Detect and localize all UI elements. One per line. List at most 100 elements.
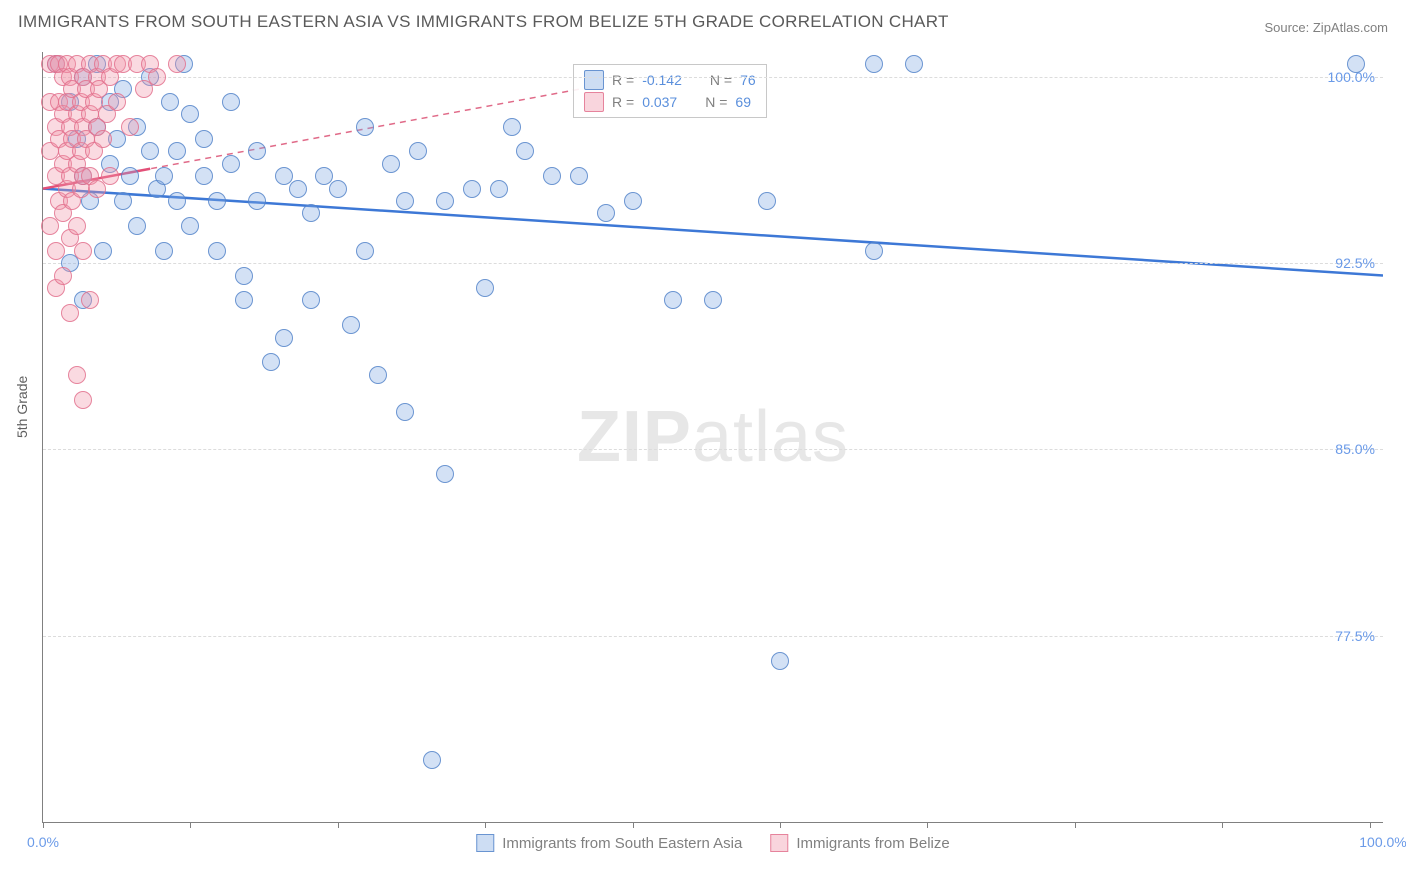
swatch-blue (476, 834, 494, 852)
data-point (516, 142, 534, 160)
data-point (168, 192, 186, 210)
swatch-pink (584, 92, 604, 112)
scatter-plot-area: ZIPatlas R = -0.142N = 76R = 0.037N = 69… (42, 52, 1383, 823)
data-point (161, 93, 179, 111)
x-min-label: 0.0% (27, 834, 59, 850)
data-point (128, 217, 146, 235)
data-point (181, 217, 199, 235)
data-point (148, 68, 166, 86)
data-point (222, 155, 240, 173)
data-point (74, 391, 92, 409)
data-point (168, 142, 186, 160)
data-point (68, 217, 86, 235)
x-tick (485, 822, 486, 828)
x-tick (633, 822, 634, 828)
data-point (289, 180, 307, 198)
data-point (195, 167, 213, 185)
data-point (222, 93, 240, 111)
data-point (369, 366, 387, 384)
legend-item-blue: Immigrants from South Eastern Asia (476, 834, 742, 852)
data-point (54, 267, 72, 285)
data-point (155, 242, 173, 260)
data-point (195, 130, 213, 148)
data-point (543, 167, 561, 185)
data-point (141, 142, 159, 160)
data-point (121, 167, 139, 185)
data-point (61, 304, 79, 322)
data-point (208, 192, 226, 210)
series-legend: Immigrants from South Eastern Asia Immig… (476, 834, 949, 852)
data-point (476, 279, 494, 297)
data-point (490, 180, 508, 198)
data-point (101, 167, 119, 185)
gridline (43, 263, 1383, 264)
x-tick (1075, 822, 1076, 828)
data-point (302, 291, 320, 309)
x-tick (927, 822, 928, 828)
regression-lines (43, 52, 1383, 822)
data-point (181, 105, 199, 123)
data-point (865, 242, 883, 260)
data-point (597, 204, 615, 222)
swatch-blue (584, 70, 604, 90)
chart-title: IMMIGRANTS FROM SOUTH EASTERN ASIA VS IM… (18, 12, 949, 32)
data-point (356, 242, 374, 260)
legend-label-pink: Immigrants from Belize (796, 835, 949, 852)
data-point (81, 291, 99, 309)
data-point (409, 142, 427, 160)
gridline (43, 636, 1383, 637)
watermark: ZIPatlas (577, 396, 849, 478)
x-tick (190, 822, 191, 828)
data-point (436, 192, 454, 210)
data-point (108, 93, 126, 111)
data-point (758, 192, 776, 210)
data-point (356, 118, 374, 136)
data-point (329, 180, 347, 198)
data-point (396, 192, 414, 210)
data-point (423, 751, 441, 769)
x-tick (1222, 822, 1223, 828)
data-point (168, 55, 186, 73)
source-label: Source: ZipAtlas.com (1264, 20, 1388, 35)
data-point (664, 291, 682, 309)
data-point (905, 55, 923, 73)
data-point (771, 652, 789, 670)
data-point (114, 192, 132, 210)
data-point (865, 55, 883, 73)
swatch-pink (770, 834, 788, 852)
data-point (342, 316, 360, 334)
data-point (1347, 55, 1365, 73)
data-point (74, 242, 92, 260)
data-point (68, 366, 86, 384)
data-point (208, 242, 226, 260)
data-point (275, 329, 293, 347)
x-tick (43, 822, 44, 828)
data-point (463, 180, 481, 198)
data-point (121, 118, 139, 136)
data-point (248, 192, 266, 210)
data-point (503, 118, 521, 136)
data-point (94, 130, 112, 148)
gridline (43, 449, 1383, 450)
legend-label-blue: Immigrants from South Eastern Asia (502, 835, 742, 852)
data-point (235, 291, 253, 309)
data-point (704, 291, 722, 309)
gridline (43, 77, 1383, 78)
y-axis-label: 5th Grade (14, 376, 30, 438)
data-point (155, 167, 173, 185)
data-point (382, 155, 400, 173)
data-point (262, 353, 280, 371)
x-tick (338, 822, 339, 828)
data-point (235, 267, 253, 285)
y-tick-label: 92.5% (1335, 255, 1375, 271)
data-point (624, 192, 642, 210)
data-point (302, 204, 320, 222)
data-point (248, 142, 266, 160)
x-max-label: 100.0% (1359, 834, 1406, 850)
data-point (570, 167, 588, 185)
data-point (436, 465, 454, 483)
y-tick-label: 85.0% (1335, 441, 1375, 457)
legend-item-pink: Immigrants from Belize (770, 834, 949, 852)
correlation-legend: R = -0.142N = 76R = 0.037N = 69 (573, 64, 767, 118)
data-point (396, 403, 414, 421)
